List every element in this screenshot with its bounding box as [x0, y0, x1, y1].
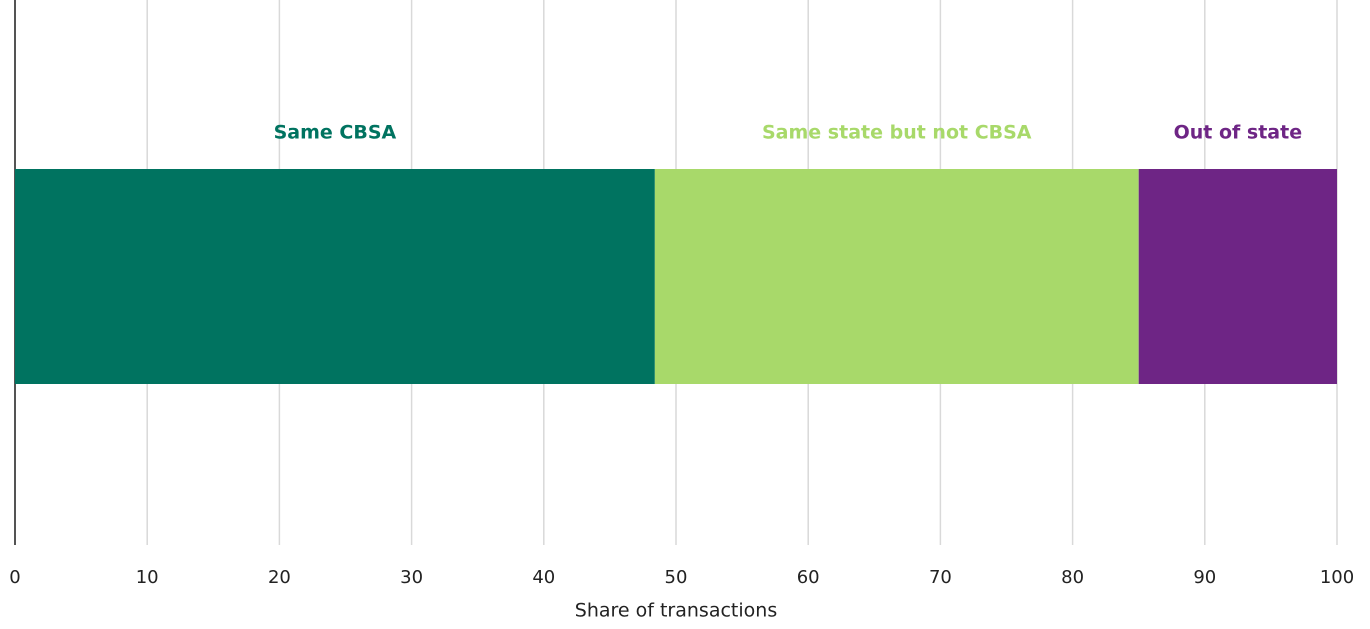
x-tick-label: 100	[1320, 567, 1354, 588]
bar-segment	[15, 169, 655, 384]
legend-label: Out of state	[1174, 122, 1303, 144]
x-tick-label: 40	[532, 567, 555, 588]
x-tick-label: 50	[665, 567, 688, 588]
x-tick-label: 20	[268, 567, 291, 588]
x-tick-label: 10	[136, 567, 159, 588]
x-tick-label: 80	[1061, 567, 1084, 588]
x-tick-label: 70	[929, 567, 952, 588]
x-tick-label: 30	[400, 567, 423, 588]
x-tick-label: 0	[9, 567, 20, 588]
bar-segment	[1138, 169, 1337, 384]
x-axis-title: Share of transactions	[575, 600, 777, 622]
legend-label: Same CBSA	[274, 122, 397, 144]
x-tick-label: 60	[797, 567, 820, 588]
bar-segment	[654, 169, 1139, 384]
x-tick-label: 90	[1193, 567, 1216, 588]
legend-label: Same state but not CBSA	[762, 122, 1032, 144]
